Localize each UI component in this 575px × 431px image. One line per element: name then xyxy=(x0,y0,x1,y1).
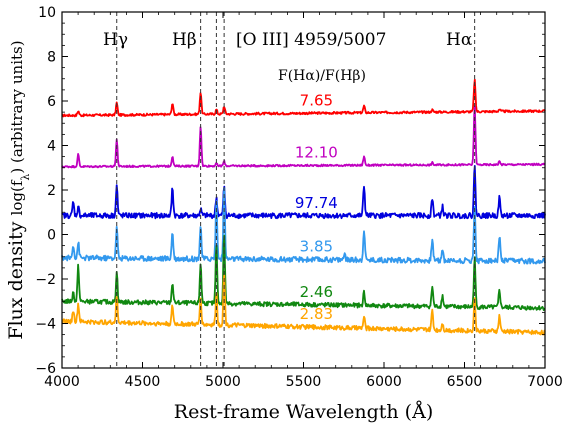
y-axis-title: Flux density log(fλ) (arbitrary units) xyxy=(5,40,32,339)
y-tick-label: 4 xyxy=(47,139,56,155)
y-tick-label: −4 xyxy=(35,317,56,333)
y-tick-label: −6 xyxy=(35,361,56,377)
spectrum-series xyxy=(61,274,546,336)
balmer-ratio-label: 2.83 xyxy=(300,305,333,323)
x-tick-label: 7000 xyxy=(527,374,563,390)
y-tick-label: −2 xyxy=(35,272,56,288)
ratio-header: F(Hα)/F(Hβ) xyxy=(278,68,366,84)
spectrum-series xyxy=(61,105,546,169)
spectrum-series xyxy=(61,78,546,118)
y-tick-label: 8 xyxy=(47,50,56,66)
balmer-ratio-label: 3.85 xyxy=(300,238,333,256)
x-tick-label: 4000 xyxy=(44,374,80,390)
series-layer xyxy=(61,78,546,336)
y-tick-label: 10 xyxy=(38,5,56,21)
y-tick-label: 2 xyxy=(47,183,56,199)
balmer-ratio-label: 7.65 xyxy=(300,91,333,109)
x-axis-title: Rest-frame Wavelength (Å) xyxy=(174,401,433,423)
spectrum-series xyxy=(61,187,546,265)
x-tick-label: 4500 xyxy=(125,374,161,390)
spectrum-series xyxy=(61,164,546,220)
balmer-ratio-label: 12.10 xyxy=(295,144,338,162)
x-tick-label: 6500 xyxy=(447,374,483,390)
ratio-labels: 7.65 12.10 97.74 3.85 2.46 2.83 xyxy=(295,91,338,323)
y-tick-label: 0 xyxy=(47,228,56,244)
y-tick-label: 6 xyxy=(47,94,56,110)
balmer-ratio-label: 97.74 xyxy=(295,194,338,212)
label-h-beta: Hβ xyxy=(172,30,197,50)
spectrum-series xyxy=(61,234,546,312)
x-tick-label: 6000 xyxy=(366,374,402,390)
x-tick-label: 5500 xyxy=(286,374,322,390)
balmer-ratio-label: 2.46 xyxy=(300,283,333,301)
plot-frame xyxy=(61,11,546,369)
label-h-alpha: Hα xyxy=(446,30,473,50)
label-oiii: [O III] 4959/5007 xyxy=(236,30,386,50)
emission-line-markers xyxy=(116,12,476,368)
label-h-gamma: Hγ xyxy=(103,30,128,50)
x-tick-label: 5000 xyxy=(205,374,241,390)
